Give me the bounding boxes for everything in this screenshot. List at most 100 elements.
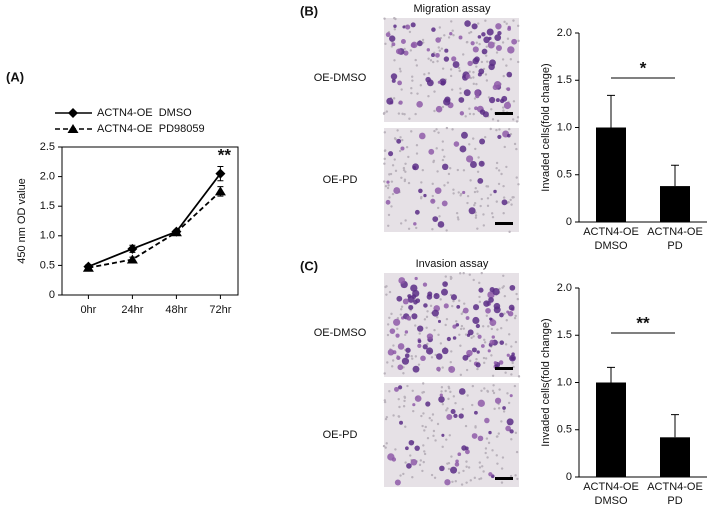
pore bbox=[476, 367, 479, 371]
y-tick-label: 0.5 bbox=[557, 169, 572, 181]
pore bbox=[421, 469, 424, 473]
cell bbox=[462, 307, 469, 314]
pore bbox=[384, 185, 388, 188]
pore bbox=[486, 185, 490, 188]
pore bbox=[516, 60, 520, 64]
pore bbox=[478, 466, 482, 469]
pore bbox=[483, 338, 486, 342]
pore bbox=[501, 41, 505, 44]
x-tick-label: PD bbox=[667, 495, 682, 507]
pore bbox=[482, 470, 485, 473]
pore bbox=[432, 434, 435, 438]
cell bbox=[494, 397, 502, 404]
cell bbox=[431, 27, 436, 32]
pore bbox=[482, 356, 486, 360]
pore bbox=[422, 460, 425, 464]
pore bbox=[393, 59, 396, 62]
pore bbox=[500, 327, 503, 330]
cell bbox=[485, 307, 491, 314]
cell bbox=[394, 479, 401, 486]
pore bbox=[514, 431, 518, 435]
y-tick-label: 1.5 bbox=[557, 74, 572, 86]
cell bbox=[508, 304, 515, 311]
y-tick-label: 1.0 bbox=[557, 121, 572, 133]
pore bbox=[404, 219, 407, 222]
cell bbox=[457, 452, 462, 457]
pore bbox=[495, 128, 498, 132]
cell bbox=[489, 339, 495, 345]
cell bbox=[386, 97, 394, 105]
micrograph bbox=[382, 16, 520, 123]
pore bbox=[416, 92, 419, 95]
pore bbox=[409, 49, 413, 52]
pore bbox=[472, 82, 475, 86]
pore bbox=[489, 193, 493, 197]
pore bbox=[396, 327, 399, 330]
error-bar bbox=[607, 366, 615, 383]
cell bbox=[511, 356, 516, 361]
pore bbox=[475, 357, 478, 361]
cell bbox=[413, 222, 417, 226]
pore bbox=[495, 51, 499, 54]
cell bbox=[477, 334, 482, 339]
cell bbox=[397, 343, 405, 350]
cell bbox=[506, 87, 511, 92]
cell bbox=[507, 27, 512, 31]
pore bbox=[502, 109, 505, 112]
pore bbox=[423, 452, 427, 456]
cell bbox=[412, 163, 419, 171]
pore bbox=[437, 333, 440, 337]
pore bbox=[426, 436, 430, 440]
pore bbox=[490, 354, 493, 357]
cell bbox=[475, 323, 481, 329]
cell bbox=[391, 457, 397, 462]
pore bbox=[503, 145, 506, 149]
cell bbox=[405, 446, 409, 451]
pore bbox=[462, 53, 465, 56]
scale-bar bbox=[495, 222, 513, 225]
pore bbox=[480, 197, 483, 201]
pore bbox=[441, 403, 445, 406]
cell bbox=[443, 56, 450, 62]
cell bbox=[437, 221, 445, 228]
pore bbox=[422, 412, 425, 415]
pore bbox=[383, 157, 386, 161]
pore bbox=[414, 112, 417, 116]
cell bbox=[465, 449, 470, 455]
cell bbox=[469, 161, 477, 168]
pore bbox=[393, 28, 397, 31]
pore bbox=[515, 176, 518, 179]
cell bbox=[432, 216, 439, 222]
cell bbox=[441, 433, 445, 437]
pore bbox=[478, 281, 481, 285]
pore bbox=[477, 22, 480, 25]
cell bbox=[448, 365, 456, 373]
bar bbox=[596, 382, 626, 477]
cell bbox=[406, 315, 412, 321]
cell bbox=[391, 42, 396, 47]
cell bbox=[402, 298, 409, 305]
cell bbox=[406, 463, 412, 469]
pore bbox=[437, 46, 440, 49]
pore bbox=[414, 324, 417, 327]
pore bbox=[402, 166, 406, 170]
pore bbox=[430, 419, 433, 422]
pore bbox=[475, 65, 478, 68]
significance: ** bbox=[636, 313, 650, 332]
micrograph bbox=[383, 271, 521, 378]
cell bbox=[417, 339, 422, 344]
pore bbox=[472, 278, 475, 282]
pore bbox=[388, 390, 391, 393]
pore bbox=[516, 297, 520, 301]
cell bbox=[507, 310, 514, 317]
pore bbox=[427, 95, 430, 98]
pore bbox=[389, 172, 393, 176]
cell bbox=[450, 409, 456, 415]
pore bbox=[447, 467, 451, 471]
cell bbox=[433, 293, 440, 300]
cell bbox=[495, 44, 502, 51]
pore bbox=[440, 386, 444, 389]
cell bbox=[474, 89, 481, 96]
pore bbox=[457, 218, 460, 221]
pore bbox=[507, 401, 511, 405]
